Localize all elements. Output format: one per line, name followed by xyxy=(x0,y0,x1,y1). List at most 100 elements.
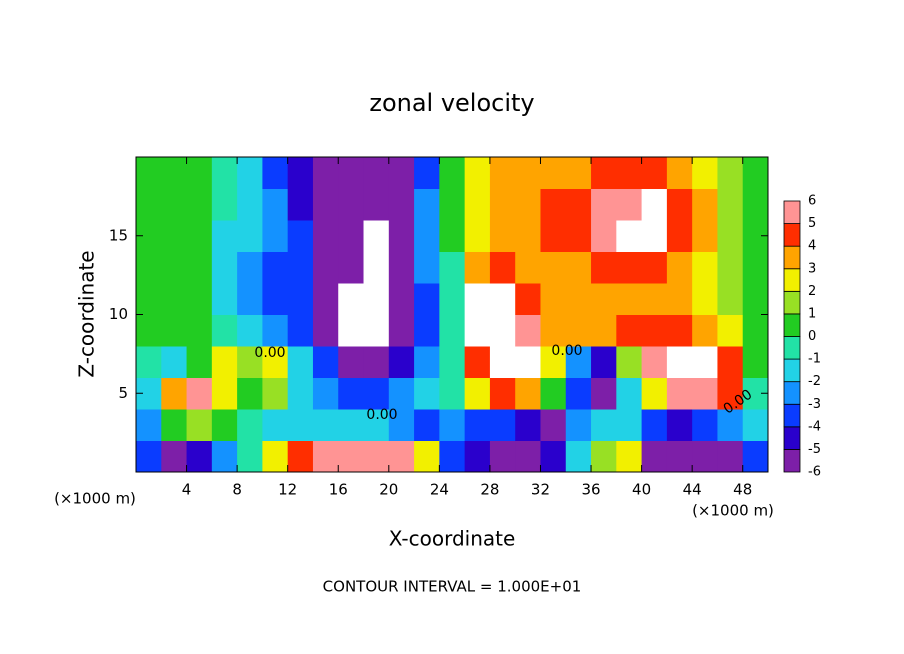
x-tick-label: 44 xyxy=(683,481,702,499)
cell xyxy=(136,440,162,473)
cell xyxy=(565,314,592,347)
cell xyxy=(616,346,643,378)
cell xyxy=(388,409,415,441)
cell xyxy=(540,346,567,378)
cell xyxy=(515,251,541,284)
unit-label: (×1000 m) xyxy=(54,490,136,508)
cell xyxy=(186,188,213,221)
cell xyxy=(489,283,516,315)
cell xyxy=(591,220,617,252)
cell xyxy=(641,188,668,221)
cell xyxy=(414,346,440,378)
cell xyxy=(414,409,440,441)
cell xyxy=(515,283,541,315)
field xyxy=(136,157,769,473)
cell xyxy=(237,220,263,252)
cell xyxy=(565,220,592,252)
cell xyxy=(616,377,643,410)
cell xyxy=(464,314,491,347)
cell xyxy=(641,377,668,410)
cell xyxy=(338,346,365,378)
cell xyxy=(616,314,643,347)
cell xyxy=(237,377,263,410)
x-tick-label: 4 xyxy=(182,481,192,499)
cell xyxy=(161,346,188,378)
cell xyxy=(641,251,668,284)
cell xyxy=(287,157,314,189)
cell xyxy=(136,346,162,378)
colorbar-label: 4 xyxy=(808,239,816,254)
cell xyxy=(616,188,643,221)
cell xyxy=(591,409,617,441)
cell xyxy=(666,188,693,221)
cell xyxy=(136,283,162,315)
contour-label: 0.00 xyxy=(366,407,397,423)
cell xyxy=(565,377,592,410)
cell xyxy=(136,157,162,189)
cell xyxy=(565,409,592,441)
cell xyxy=(312,409,339,441)
x-tick-label: 36 xyxy=(581,481,600,499)
cell xyxy=(616,157,643,189)
cell xyxy=(464,346,491,378)
cell xyxy=(287,220,314,252)
colorbar-label: 5 xyxy=(808,216,816,231)
cell xyxy=(464,220,491,252)
colorbar-label: 0 xyxy=(808,329,816,344)
cell xyxy=(540,409,567,441)
x-tick-label: 8 xyxy=(232,481,242,499)
cell xyxy=(666,377,693,410)
cell xyxy=(439,440,466,473)
cell xyxy=(515,377,541,410)
cell xyxy=(388,251,415,284)
cell xyxy=(742,346,769,378)
cell xyxy=(211,251,238,284)
cell xyxy=(237,440,263,473)
cell xyxy=(186,157,213,189)
cell xyxy=(211,377,238,410)
x-tick-label: 12 xyxy=(278,481,297,499)
cell xyxy=(363,346,390,378)
cell xyxy=(742,188,769,221)
y-tick-label: 5 xyxy=(118,384,128,402)
cell xyxy=(414,440,440,473)
cell xyxy=(262,377,289,410)
cell xyxy=(641,283,668,315)
cell xyxy=(439,283,466,315)
cell xyxy=(186,440,213,473)
contour-label: 0.00 xyxy=(551,343,582,359)
cell xyxy=(312,220,339,252)
cell xyxy=(338,220,365,252)
cell xyxy=(237,188,263,221)
cell xyxy=(489,220,516,252)
cell xyxy=(338,440,365,473)
footer: CONTOUR INTERVAL = 1.000E+01 xyxy=(323,578,582,596)
cell xyxy=(211,314,238,347)
cell xyxy=(186,283,213,315)
colorbar-box xyxy=(783,268,801,292)
x-tick-label: 24 xyxy=(430,481,449,499)
cell xyxy=(515,409,541,441)
cell xyxy=(388,283,415,315)
cell xyxy=(161,251,188,284)
cell xyxy=(211,346,238,378)
cell xyxy=(363,314,390,347)
cell xyxy=(262,157,289,189)
cell xyxy=(717,377,744,410)
x-tick-label: 40 xyxy=(632,481,651,499)
cell xyxy=(439,346,466,378)
cell xyxy=(616,283,643,315)
cell xyxy=(414,220,440,252)
cell xyxy=(287,283,314,315)
cell xyxy=(540,314,567,347)
unit-label: (×1000 m) xyxy=(692,502,774,520)
cell xyxy=(161,220,188,252)
cell xyxy=(692,409,718,441)
cell xyxy=(565,283,592,315)
cell xyxy=(464,283,491,315)
cell xyxy=(489,251,516,284)
cell xyxy=(439,314,466,347)
cell xyxy=(338,157,365,189)
colorbar-box xyxy=(783,403,801,428)
cell xyxy=(186,251,213,284)
